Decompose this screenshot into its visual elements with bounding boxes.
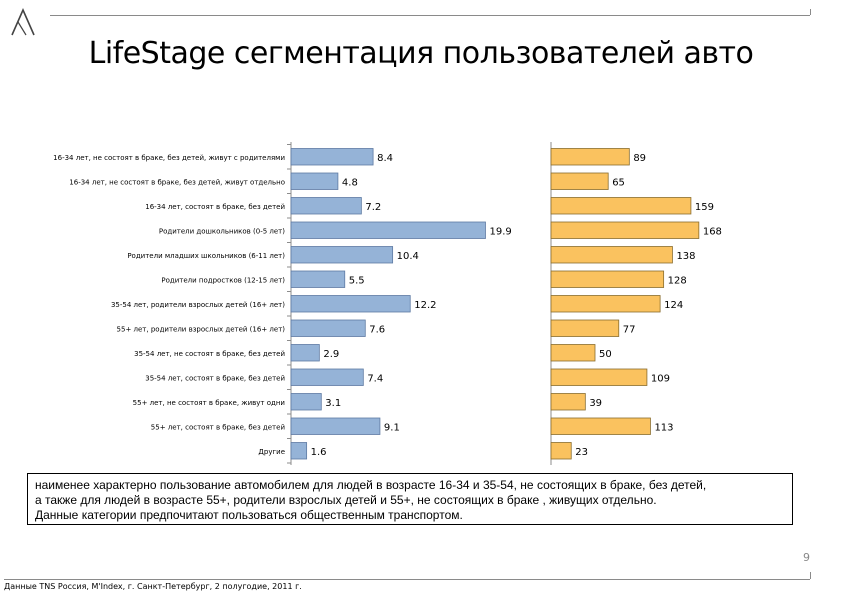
note-line: наименее характерно пользование автомоби… — [35, 478, 707, 492]
note-line: Данные категории предпочитают пользовать… — [35, 508, 463, 522]
category-label: 16-34 лет, состоят в браке, без детей — [145, 203, 285, 211]
bottom-rule-tick — [810, 572, 811, 579]
left-value-label: 19.9 — [489, 226, 511, 237]
left-bar — [290, 319, 366, 337]
left-value-label: 8.4 — [377, 153, 393, 164]
right-bar — [550, 319, 620, 337]
left-value-label: 7.2 — [365, 202, 381, 213]
category-label: Родители дошкольников (0-5 лет) — [159, 227, 285, 235]
left-bar — [290, 172, 339, 190]
left-bar — [290, 295, 411, 313]
triangle-a-logo-icon — [11, 8, 35, 36]
top-rule-tick — [810, 9, 811, 15]
category-label: 35-54 лет, состоят в браке, без детей — [145, 374, 285, 382]
left-value-label: 10.4 — [397, 251, 419, 262]
left-bar — [290, 246, 394, 264]
left-value-label: 7.4 — [367, 373, 383, 384]
left-bar — [290, 197, 362, 215]
right-value-label: 168 — [703, 226, 722, 237]
right-bar — [550, 172, 609, 190]
category-label: Родители младших школьников (6-11 лет) — [127, 252, 285, 260]
category-label: 35-54 лет, не состоят в браке, без детей — [134, 350, 285, 358]
note-box: наименее характерно пользование автомоби… — [27, 473, 793, 525]
category-label: Родители подростков (12-15 лет) — [161, 276, 285, 284]
left-value-label: 3.1 — [325, 398, 341, 409]
right-value-label: 50 — [599, 349, 612, 360]
left-value-label: 12.2 — [414, 300, 436, 311]
right-value-label: 77 — [623, 324, 636, 335]
right-value-label: 159 — [695, 202, 714, 213]
top-rule — [50, 15, 810, 16]
right-value-label: 138 — [676, 251, 695, 262]
source-note: Данные TNS Россия, M'Index, г. Санкт-Пет… — [4, 582, 302, 591]
left-bar — [290, 417, 381, 435]
left-value-label: 5.5 — [349, 275, 365, 286]
left-value-label: 1.6 — [311, 447, 327, 458]
right-value-label: 109 — [651, 373, 670, 384]
right-value-label: 39 — [589, 398, 602, 409]
right-bar — [550, 442, 572, 460]
category-label: Другие — [258, 448, 285, 456]
right-value-label: 89 — [633, 153, 646, 164]
slide-title: LifeStage сегментация пользователей авто — [88, 36, 754, 71]
category-label: 16-34 лет, не состоят в браке, без детей… — [53, 154, 285, 162]
category-label: 55+ лет, состоят в браке, без детей — [151, 423, 285, 431]
right-bar — [550, 221, 700, 239]
right-bar — [550, 197, 692, 215]
note-line: а также для людей в возрасте 55+, родите… — [35, 493, 657, 507]
right-bar — [550, 368, 648, 386]
right-bar — [550, 270, 665, 288]
left-value-label: 4.8 — [342, 177, 358, 188]
page-number: 9 — [803, 551, 810, 564]
right-bar — [550, 417, 651, 435]
category-label: 55+ лет, не состоят в браке, живут одни — [133, 399, 285, 407]
right-bar — [550, 295, 661, 313]
right-bar — [550, 344, 596, 362]
left-bar — [290, 270, 346, 288]
left-value-label: 2.9 — [323, 349, 339, 360]
category-label: 55+ лет, родители взрослых детей (16+ ле… — [117, 325, 286, 333]
category-label: 16-34 лет, не состоят в браке, без детей… — [69, 178, 285, 186]
right-value-label: 128 — [668, 275, 687, 286]
right-value-label: 124 — [664, 300, 683, 311]
right-bar — [550, 393, 586, 411]
right-value-label: 23 — [575, 447, 588, 458]
bottom-rule — [4, 579, 810, 580]
left-bar — [290, 442, 308, 460]
right-value-label: 113 — [654, 422, 673, 433]
left-bar — [290, 393, 322, 411]
left-value-label: 9.1 — [384, 422, 400, 433]
right-bar — [550, 246, 673, 264]
left-bar — [290, 368, 364, 386]
left-bar — [290, 221, 486, 239]
left-bar — [290, 148, 374, 166]
lifestage-bar-charts: 8.4 16-34 лет, не состоят в браке, без де… — [53, 142, 722, 465]
right-value-label: 65 — [612, 177, 625, 188]
right-bar — [550, 148, 630, 166]
category-label: 35-54 лет, родители взрослых детей (16+ … — [111, 301, 285, 309]
left-bar — [290, 344, 320, 362]
left-value-label: 7.6 — [369, 324, 385, 335]
